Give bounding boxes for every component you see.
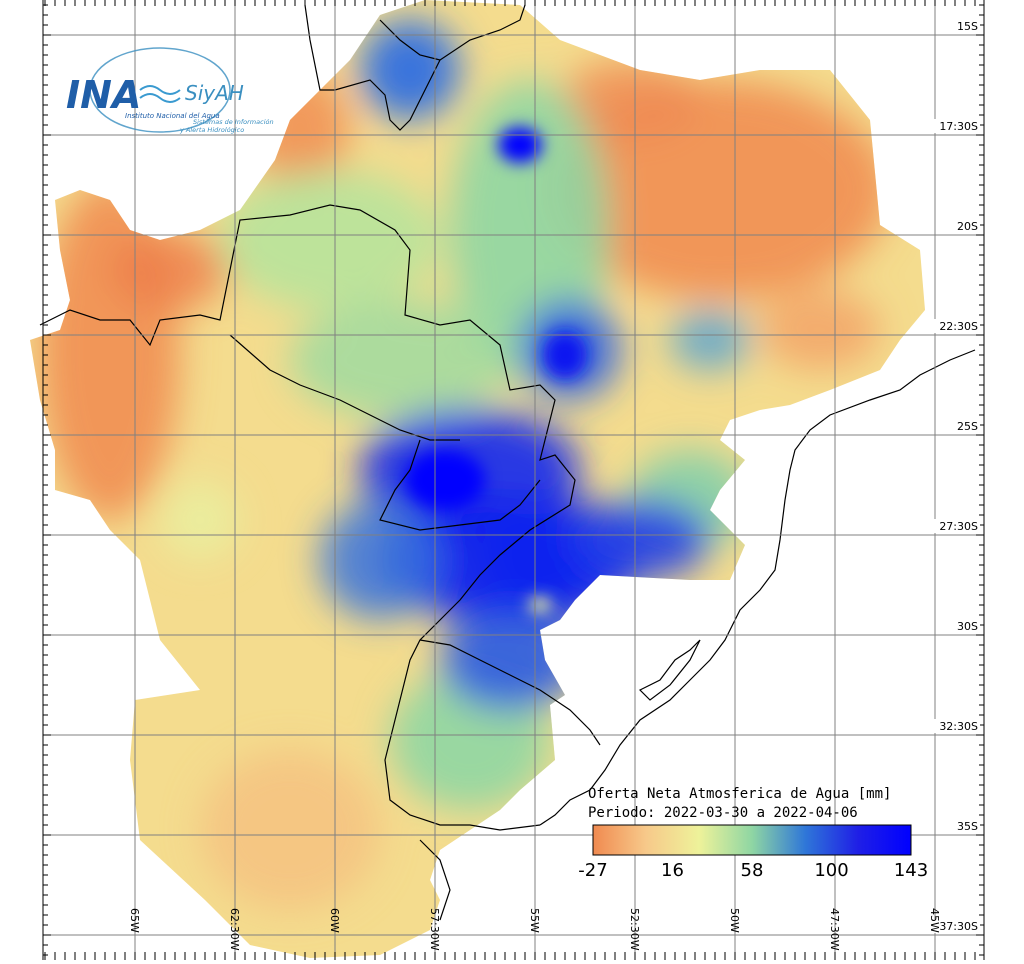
latitude-label: 35S [957,820,978,833]
longitude-label: 65W [128,908,141,933]
latitude-label: 37:30S [939,920,978,933]
legend-tick-label: 100 [814,860,848,881]
longitude-label: 60W [328,908,341,933]
legend-tick-label: -27 [578,860,607,881]
legend-colorbar [592,824,912,856]
longitude-label: 55W [528,908,541,933]
latitude-label: 32:30S [939,720,978,733]
longitude-labels: 65W 62:30W 60W 57:30W 55W 52:30W 50W 47:30W 45W [128,908,941,951]
latitude-label: 22:30S [939,320,978,333]
latitude-label-bg [955,19,980,33]
latitude-label-bg [934,519,980,533]
latitude-label-bg [934,919,980,933]
legend-tick-label: 16 [661,860,684,881]
political-borders [39,4,976,921]
latitude-labels: 15S 17:30S 20S 22:30S 25S 27:30S 30S 32:30S 35S 3… [934,19,980,933]
latitude-label-bg [955,619,980,633]
legend-tick-labels: -27 16 58 100 143 [578,860,928,881]
longitude-label: 47:30W [828,908,841,951]
longitude-label: 52:30W [628,908,641,951]
latitude-label: 20S [957,220,978,233]
latitude-label-bg [934,719,980,733]
latitude-label: 17:30S [939,120,978,133]
logo-subbrand: SiyAH [185,81,244,105]
longitude-label: 45W [928,908,941,933]
logo-line3: y Alerta Hidrológico [179,126,244,134]
logo-line1: Instituto Nacional del Agua [125,112,220,120]
frame-ticks [43,0,984,960]
map-title: Oferta Neta Atmosferica de Agua [mm] [588,786,891,802]
ina-siyah-logo: INA SiyAH Instituto Nacional del Agua Si… [66,47,274,134]
logo-line2: Sistemas de Información [193,118,274,126]
latitude-label-bg [955,419,980,433]
latitude-label-bg [955,819,980,833]
longitude-label: 50W [728,908,741,933]
latitude-label: 25S [957,420,978,433]
latitude-label-bg [934,119,980,133]
latitude-label: 30S [957,620,978,633]
longitude-label: 57:30W [428,908,441,951]
legend-tick-label: 143 [894,860,928,881]
latitude-label-bg [934,319,980,333]
latitude-label: 15S [957,20,978,33]
latitude-label: 27:30S [939,520,978,533]
logo-brand: INA [66,73,141,117]
legend-tick-label: 58 [741,860,764,881]
map-period: Periodo: 2022-03-30 a 2022-04-06 [588,805,858,821]
latitude-label-bg [955,219,980,233]
longitude-label: 62:30W [228,908,241,951]
graticule [42,0,985,960]
